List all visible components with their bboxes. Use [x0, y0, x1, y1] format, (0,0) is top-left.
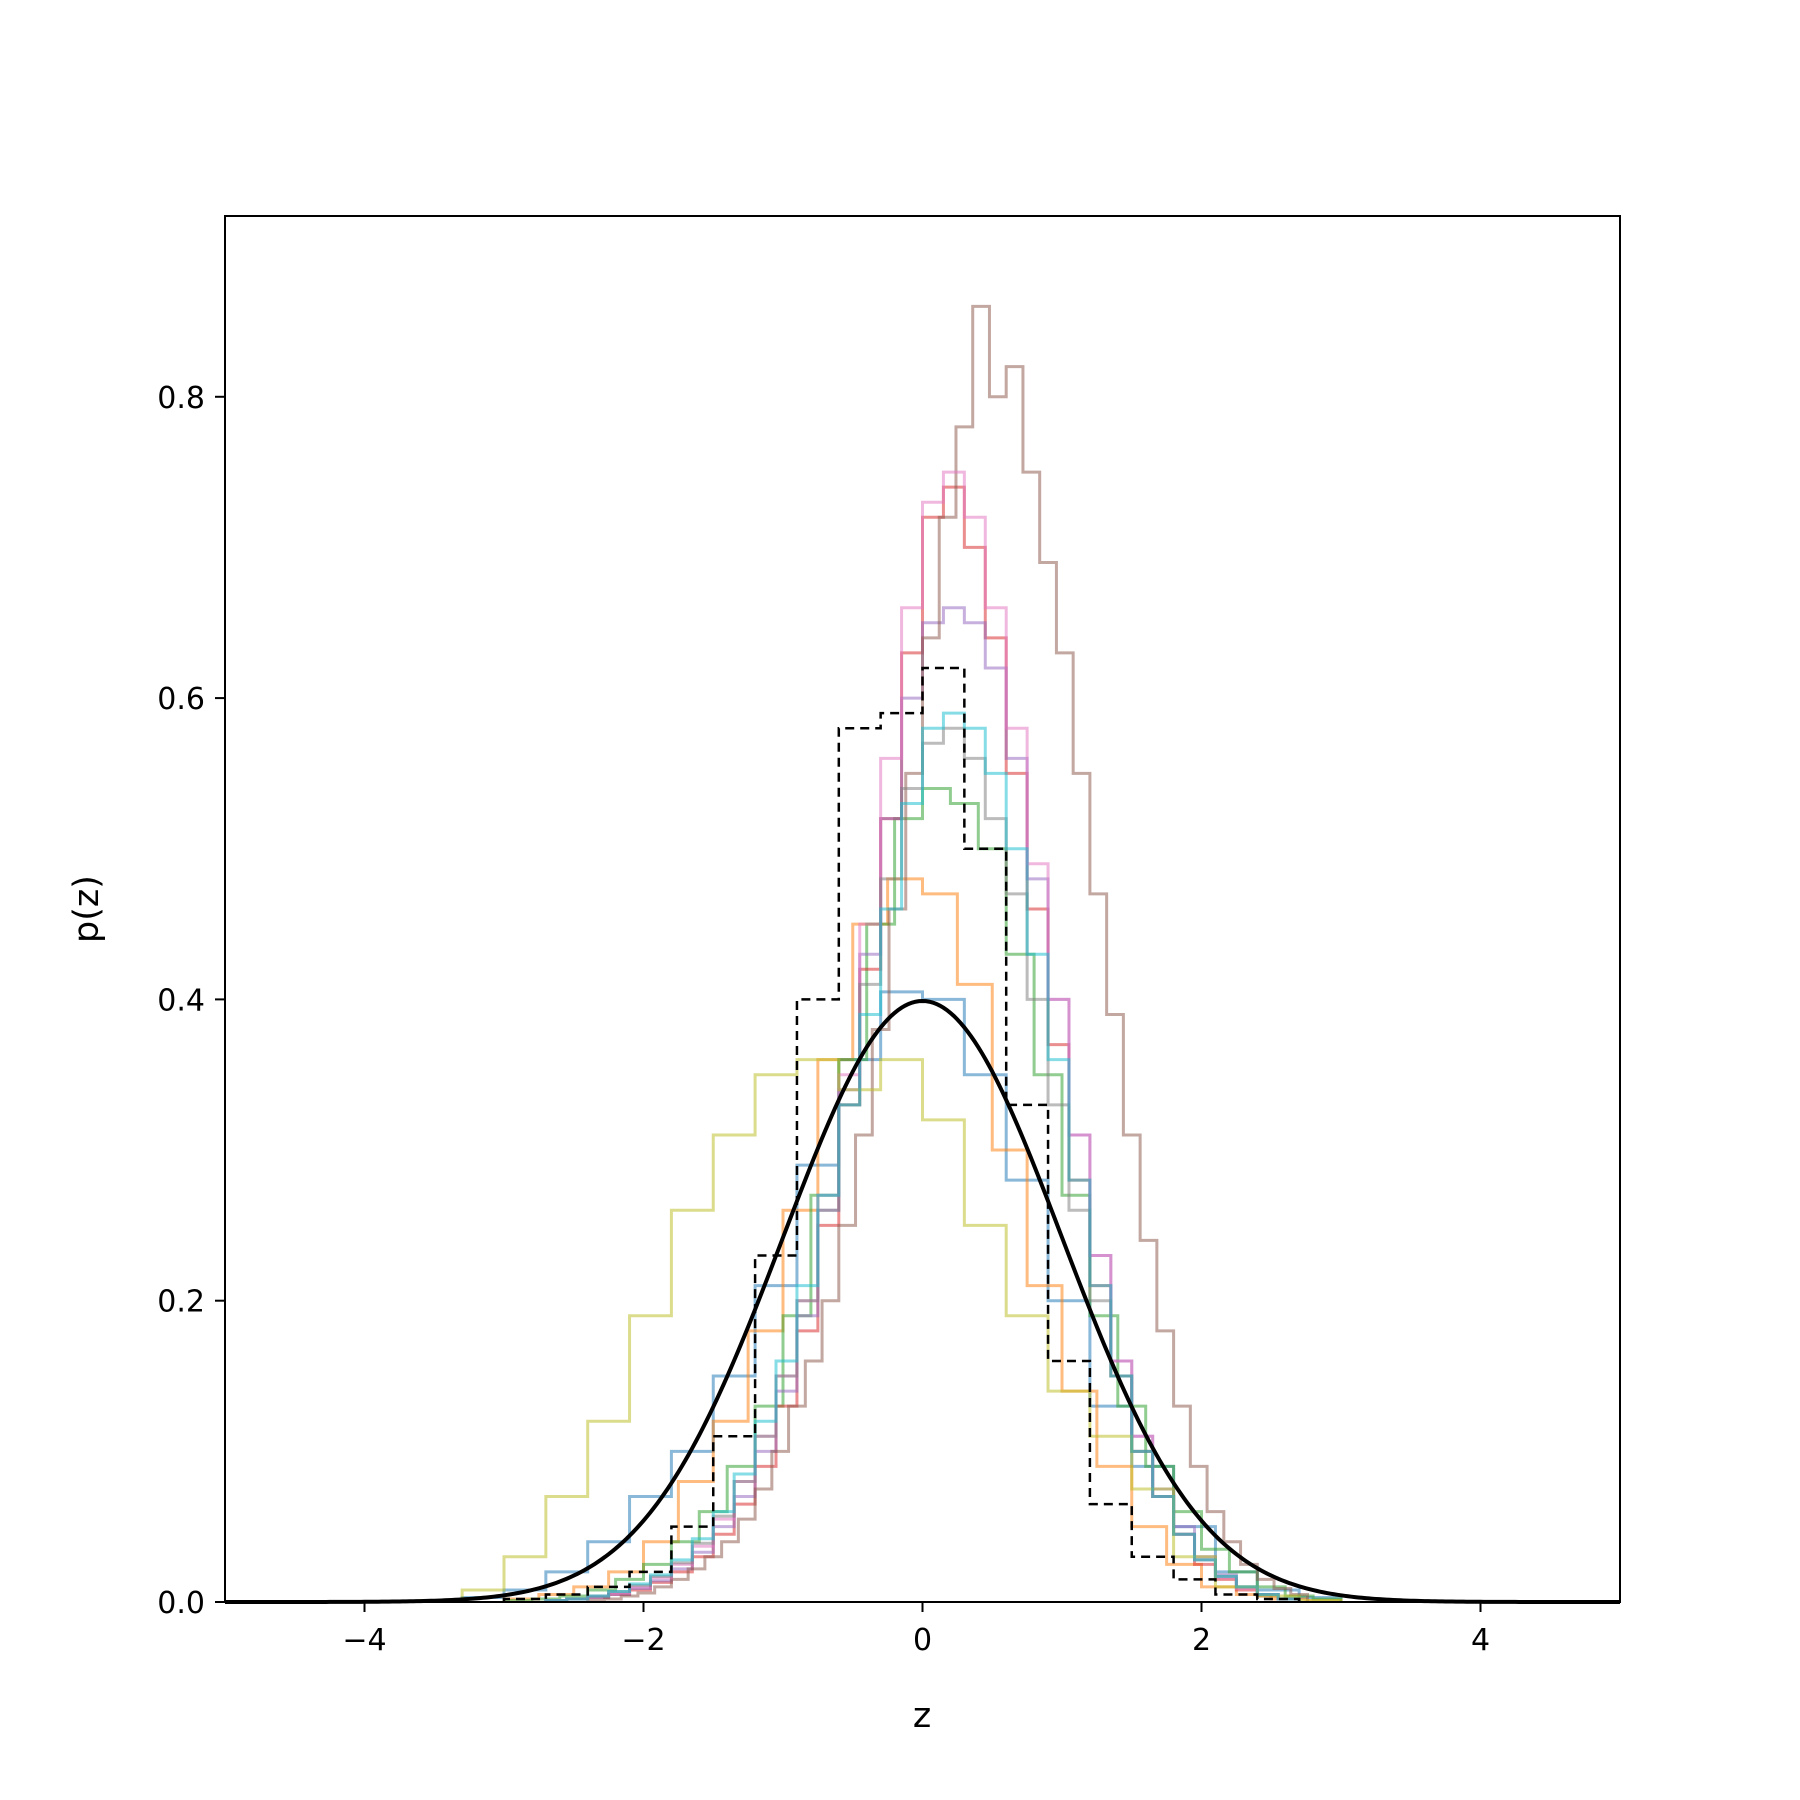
y-tick-label-2: 0.2: [157, 1285, 205, 1320]
reference-curve-layer: [225, 998, 1620, 1604]
x-axis-label: z: [913, 1696, 931, 1736]
plot-area: [225, 216, 1620, 1602]
histogram-series-layer: [418, 304, 1343, 1602]
y-tick-label-4: 0.6: [157, 682, 205, 717]
x-tick-label-2: −2: [621, 1623, 665, 1658]
y-axis-ticks: 0.0 0.2 0.4 0.6 0.8: [157, 381, 225, 1621]
x-axis-ticks: −4 −2 0 2 4: [342, 1602, 1490, 1658]
normal-density-curve: [225, 998, 1620, 1604]
y-tick-label-5: 0.8: [157, 381, 205, 416]
y-tick-label-1: 0.0: [157, 1586, 205, 1621]
y-axis-label: p(z): [67, 875, 107, 943]
x-tick-label-5: 4: [1471, 1623, 1490, 1658]
histogram-series-6: [586, 304, 1310, 1602]
x-tick-label-4: 2: [1192, 1623, 1211, 1658]
y-tick-label-3: 0.4: [157, 983, 205, 1018]
x-tick-label-1: −4: [342, 1623, 386, 1658]
x-tick-label-3: 0: [913, 1623, 932, 1658]
